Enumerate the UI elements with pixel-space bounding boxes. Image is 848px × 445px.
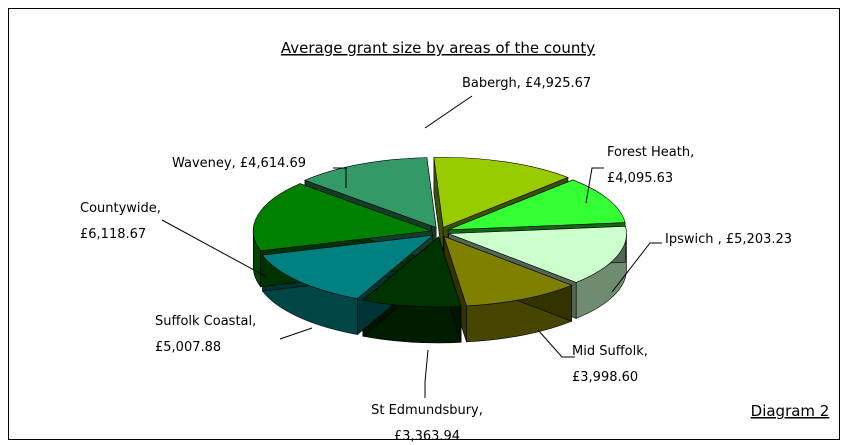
- annotation: Diagram 2: [751, 402, 830, 420]
- leader-line: [161, 219, 266, 277]
- data-label-line: £6,118.67: [80, 227, 146, 242]
- data-label: Ipswich , £5,203.23: [665, 232, 792, 247]
- data-label-line: Ipswich , £5,203.23: [665, 232, 792, 247]
- leader-line: [585, 167, 604, 204]
- slice: [447, 179, 626, 231]
- data-label: Forest Heath, £4,095.63: [607, 145, 694, 186]
- data-label-line: Forest Heath,: [607, 145, 694, 160]
- data-label: Suffolk Coastal, £5,007.88: [155, 314, 256, 355]
- data-label-line: Countywide,: [80, 201, 161, 216]
- slice: [443, 235, 573, 307]
- slice: [261, 234, 435, 299]
- leader-line: [333, 167, 347, 188]
- leader-line: [611, 242, 662, 293]
- chart-title: Average grant size by areas of the count…: [281, 39, 595, 57]
- data-label: Mid Suffolk, £3,998.60: [572, 344, 648, 385]
- slice: [448, 225, 627, 283]
- data-label-line: £3,998.60: [572, 370, 638, 385]
- slice: [304, 157, 437, 228]
- data-label-line: Mid Suffolk,: [572, 344, 648, 359]
- leader-line: [279, 327, 313, 340]
- data-label-line: £3,363.94: [394, 429, 460, 444]
- data-label: St Edmundsbury, £3,363.94: [371, 403, 483, 444]
- data-label-line: £5,007.88: [155, 340, 221, 355]
- slice: [362, 236, 462, 308]
- data-label-line: £4,095.63: [607, 171, 673, 186]
- tops: [252, 157, 627, 308]
- data-label: Waveney, £4,614.69: [172, 156, 306, 171]
- leader-line: [424, 95, 473, 129]
- data-label-line: St Edmundsbury,: [371, 403, 483, 418]
- data-label-line: Suffolk Coastal,: [155, 314, 256, 329]
- slice: [252, 183, 432, 252]
- leader-line: [424, 349, 429, 398]
- data-label-line: Babergh, £4,925.67: [462, 76, 591, 91]
- data-label: Babergh, £4,925.67: [462, 76, 591, 91]
- data-label-line: Waveney, £4,614.69: [172, 156, 306, 171]
- data-label: Countywide, £6,118.67: [80, 201, 161, 242]
- slice: [433, 157, 569, 228]
- leader-line: [537, 329, 575, 358]
